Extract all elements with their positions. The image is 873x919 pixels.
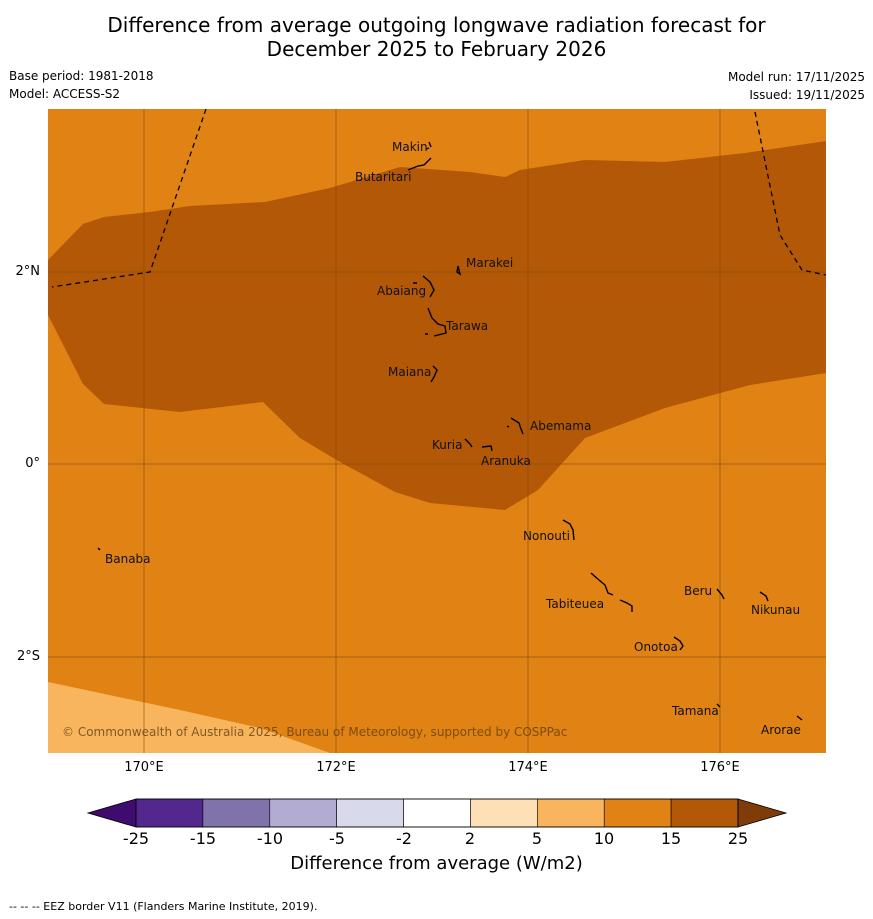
tarawa-coast xyxy=(425,307,447,337)
colorbar-extend-low xyxy=(86,798,137,828)
colorbar-tick: -10 xyxy=(256,829,284,848)
kuria-coast xyxy=(464,438,473,448)
colorbar xyxy=(86,798,788,828)
place-marakei: Marakei xyxy=(466,256,513,270)
colorbar-tick: 2 xyxy=(464,829,476,848)
colorbar-segment xyxy=(135,798,204,828)
place-makin: Makin xyxy=(392,140,428,154)
place-aranuka: Aranuka xyxy=(481,454,531,468)
colorbar-segments xyxy=(135,798,739,828)
place-arorae: Arorae xyxy=(761,723,801,737)
colorbar-segment xyxy=(202,798,271,828)
colorbar-tick: 10 xyxy=(593,829,615,848)
abaiang-coast xyxy=(413,275,435,298)
tabiteuea-coast xyxy=(590,572,633,612)
place-maiana: Maiana xyxy=(388,365,431,379)
colorbar-title: Difference from average (W/m2) xyxy=(290,853,583,874)
chart-title-line-1: Difference from average outgoing longwav… xyxy=(107,13,766,37)
anomaly-band-15-25 xyxy=(48,141,826,510)
lat-label-2n: 2°N xyxy=(15,264,41,279)
place-nonouti: Nonouti xyxy=(523,529,570,543)
colorbar-segment xyxy=(670,798,739,828)
colorbar-tick: -25 xyxy=(122,829,150,848)
colorbar-segment xyxy=(269,798,337,828)
place-tarawa: Tarawa xyxy=(445,319,488,333)
colorbar-outline xyxy=(135,798,739,828)
aranuka-coast xyxy=(481,445,493,452)
lat-label-0: 0° xyxy=(25,456,40,471)
marakei-coast xyxy=(456,265,462,276)
lon-label-174e: 174°E xyxy=(508,760,548,775)
island-coastlines xyxy=(97,141,803,721)
colorbar-tick: 15 xyxy=(660,829,682,848)
banaba-coast xyxy=(97,547,101,551)
place-kuria: Kuria xyxy=(432,438,463,452)
issued-date: Issued: 19/11/2025 xyxy=(749,88,865,102)
place-tamana: Tamana xyxy=(671,704,719,718)
place-tabiteuea: Tabiteuea xyxy=(545,597,604,611)
beru-coast xyxy=(716,588,725,600)
copyright-watermark: © Commonwealth of Australia 2025, Bureau… xyxy=(62,725,567,739)
maiana-coast xyxy=(430,365,438,383)
place-abemama: Abemama xyxy=(530,419,591,433)
abemama-coast xyxy=(506,417,524,435)
place-abaiang: Abaiang xyxy=(377,284,426,298)
colorbar-segment xyxy=(470,798,538,828)
place-nikunau: Nikunau xyxy=(751,603,800,617)
eez-border xyxy=(51,109,826,288)
colorbar-segment xyxy=(336,798,404,828)
colorbar-tick: 25 xyxy=(727,829,749,848)
colorbar-segment xyxy=(403,798,471,828)
onotoa-coast xyxy=(673,636,684,651)
colorbar-tick: -2 xyxy=(396,829,412,848)
place-labels: Makin Butaritari Marakei Abaiang Tarawa … xyxy=(105,140,801,737)
colorbar-tick: -15 xyxy=(189,829,217,848)
place-onotoa: Onotoa xyxy=(634,640,678,654)
nonouti-coast xyxy=(562,519,575,541)
anomaly-band-5-10 xyxy=(48,682,330,753)
tamana-coast xyxy=(716,703,721,708)
chart-title-line-2: December 2025 to February 2026 xyxy=(266,37,607,61)
butaritari-coast xyxy=(407,157,432,171)
colorbar-segment xyxy=(603,798,672,828)
model-run: Model run: 17/11/2025 xyxy=(727,70,865,84)
colorbar-tick: -5 xyxy=(329,829,345,848)
colorbar-segment xyxy=(537,798,605,828)
base-period: Base period: 1981-2018 xyxy=(9,69,154,83)
lon-label-170e: 170°E xyxy=(124,760,164,775)
colorbar-extend-high xyxy=(737,798,788,828)
place-butaritari: Butaritari xyxy=(355,170,412,184)
eez-border-legend: -- -- -- EEZ border V11 (Flanders Marine… xyxy=(9,900,318,913)
arorae-coast xyxy=(796,715,803,721)
colorbar-tick: 5 xyxy=(531,829,543,848)
lon-label-176e: 176°E xyxy=(700,760,740,775)
place-beru: Beru xyxy=(684,584,712,598)
nikunau-coast xyxy=(759,591,769,602)
lon-label-172e: 172°E xyxy=(316,760,356,775)
graticule xyxy=(48,109,826,753)
makin-coast xyxy=(425,141,432,150)
place-banaba: Banaba xyxy=(105,552,151,566)
model-name: Model: ACCESS-S2 xyxy=(9,87,121,101)
lat-label-2s: 2°S xyxy=(16,649,40,664)
